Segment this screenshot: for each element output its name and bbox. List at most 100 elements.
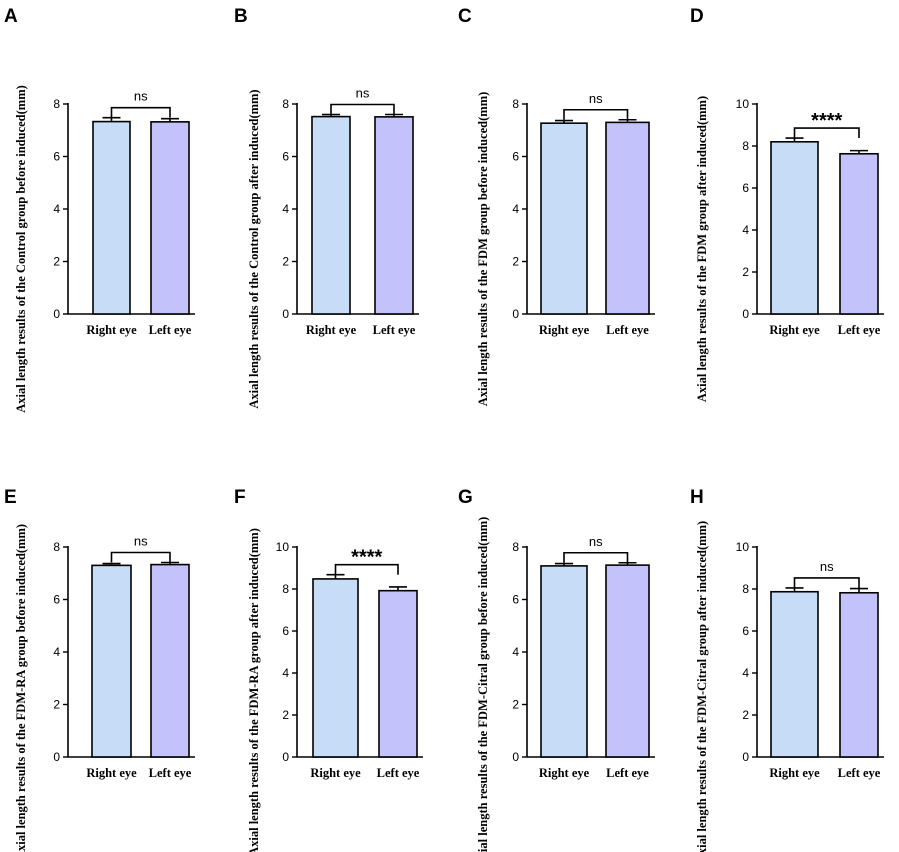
bar-right-eye bbox=[540, 122, 588, 315]
significance-label: ns bbox=[356, 86, 370, 101]
bar-left-eye bbox=[839, 591, 879, 758]
y-tick-label: 4 bbox=[282, 202, 289, 216]
category-label: Right eye bbox=[769, 766, 820, 780]
y-tick-label: 8 bbox=[512, 540, 519, 554]
panel-f: F Axial length results of the FDM-RA grou… bbox=[234, 487, 423, 852]
significance-bracket bbox=[563, 108, 629, 120]
y-tick-label: 2 bbox=[512, 255, 519, 269]
y-tick-label: 2 bbox=[742, 265, 749, 279]
category-label: Right eye bbox=[86, 323, 137, 337]
y-tick-label: 0 bbox=[512, 307, 519, 321]
y-tick-label: 2 bbox=[512, 698, 519, 712]
significance-label: **** bbox=[811, 110, 842, 132]
bar-left-eye bbox=[605, 564, 650, 758]
y-axis-label: Axial length results of the FDM-RA group… bbox=[14, 524, 28, 852]
category-label: Right eye bbox=[539, 766, 590, 780]
bar-left-eye bbox=[378, 589, 418, 758]
panel-a: A Axial length results of the Control gro… bbox=[4, 6, 195, 413]
panel-d: D Axial length results of the FDM group a… bbox=[690, 6, 884, 402]
y-tick-label: 0 bbox=[53, 307, 60, 321]
bar-right-eye bbox=[311, 115, 351, 315]
y-tick-label: 6 bbox=[53, 593, 60, 607]
y-tick-label: 10 bbox=[276, 540, 290, 554]
bar-left-eye bbox=[150, 563, 190, 758]
y-axis-label: Axial length results of the FDM group be… bbox=[476, 92, 490, 407]
significance-bracket bbox=[330, 103, 395, 115]
panel-letter: E bbox=[4, 487, 17, 508]
panel-letter: C bbox=[458, 6, 472, 27]
category-label: Right eye bbox=[769, 323, 820, 337]
category-label: Right eye bbox=[86, 766, 137, 780]
y-tick-label: 8 bbox=[742, 139, 749, 153]
category-label: Left eye bbox=[377, 766, 420, 780]
category-label: Left eye bbox=[149, 323, 192, 337]
y-tick-label: 0 bbox=[53, 750, 60, 764]
y-tick-label: 4 bbox=[742, 223, 749, 237]
bar-right-eye bbox=[770, 590, 819, 758]
significance-label: ns bbox=[134, 533, 148, 548]
y-tick-label: 8 bbox=[53, 97, 60, 111]
y-tick-label: 6 bbox=[512, 150, 519, 164]
bar-right-eye bbox=[91, 564, 132, 758]
bar-right-eye bbox=[312, 578, 359, 758]
bar-right-eye bbox=[770, 141, 819, 315]
y-axis-label: Axial length results of the Control grou… bbox=[14, 85, 28, 413]
y-axis-label: Axial length results of the FDM group af… bbox=[695, 96, 709, 402]
y-tick-label: 8 bbox=[282, 582, 289, 596]
significance-label: ns bbox=[820, 559, 834, 574]
significance-bracket bbox=[334, 563, 399, 575]
panel-c: C Axial length results of the FDM group b… bbox=[458, 6, 655, 406]
y-tick-label: 6 bbox=[742, 624, 749, 638]
y-tick-label: 6 bbox=[742, 181, 749, 195]
category-label: Left eye bbox=[606, 766, 649, 780]
y-tick-label: 4 bbox=[742, 666, 749, 680]
panel-h: H Axial length results of the FDM-Citral … bbox=[690, 487, 884, 852]
y-tick-label: 2 bbox=[53, 255, 60, 269]
category-label: Right eye bbox=[310, 766, 361, 780]
y-tick-label: 6 bbox=[282, 150, 289, 164]
y-axis-label: Axial length results of the FDM-Citral g… bbox=[476, 517, 490, 852]
y-tick-label: 8 bbox=[742, 582, 749, 596]
y-tick-label: 2 bbox=[282, 708, 289, 722]
y-tick-label: 2 bbox=[53, 698, 60, 712]
panel-letter: H bbox=[690, 487, 704, 508]
bar-right-eye bbox=[92, 120, 131, 315]
panel-letter: B bbox=[234, 6, 248, 27]
bar-left-eye bbox=[150, 121, 190, 315]
significance-label: ns bbox=[589, 534, 603, 549]
y-tick-label: 0 bbox=[282, 307, 289, 321]
y-tick-label: 2 bbox=[742, 708, 749, 722]
y-axis-label: Axial length results of the FDM-RA group… bbox=[247, 528, 261, 852]
category-label: Left eye bbox=[373, 323, 416, 337]
y-tick-label: 4 bbox=[53, 202, 60, 216]
y-tick-label: 4 bbox=[53, 645, 60, 659]
category-label: Right eye bbox=[306, 323, 357, 337]
category-label: Left eye bbox=[838, 323, 881, 337]
category-label: Right eye bbox=[539, 323, 590, 337]
bar-right-eye bbox=[540, 565, 588, 758]
bar-left-eye bbox=[374, 116, 414, 315]
y-tick-label: 6 bbox=[53, 150, 60, 164]
panel-letter: D bbox=[690, 6, 704, 27]
category-label: Left eye bbox=[149, 766, 192, 780]
y-tick-label: 10 bbox=[736, 540, 750, 554]
significance-label: ns bbox=[589, 91, 603, 106]
y-tick-label: 0 bbox=[742, 750, 749, 764]
category-label: Left eye bbox=[838, 766, 881, 780]
significance-bracket bbox=[563, 551, 629, 563]
y-tick-label: 4 bbox=[282, 666, 289, 680]
significance-bracket bbox=[110, 551, 171, 563]
y-tick-label: 6 bbox=[512, 593, 519, 607]
significance-label: ns bbox=[134, 89, 148, 104]
significance-bracket bbox=[793, 577, 860, 588]
y-tick-label: 8 bbox=[282, 97, 289, 111]
y-tick-label: 0 bbox=[282, 750, 289, 764]
panel-letter: G bbox=[458, 487, 473, 508]
bar-left-eye bbox=[839, 152, 879, 315]
y-tick-label: 4 bbox=[512, 645, 519, 659]
y-axis-label: Axial length results of the Control grou… bbox=[247, 89, 261, 408]
panel-e: E Axial length results of the FDM-RA grou… bbox=[4, 487, 195, 852]
y-tick-label: 10 bbox=[736, 97, 750, 111]
